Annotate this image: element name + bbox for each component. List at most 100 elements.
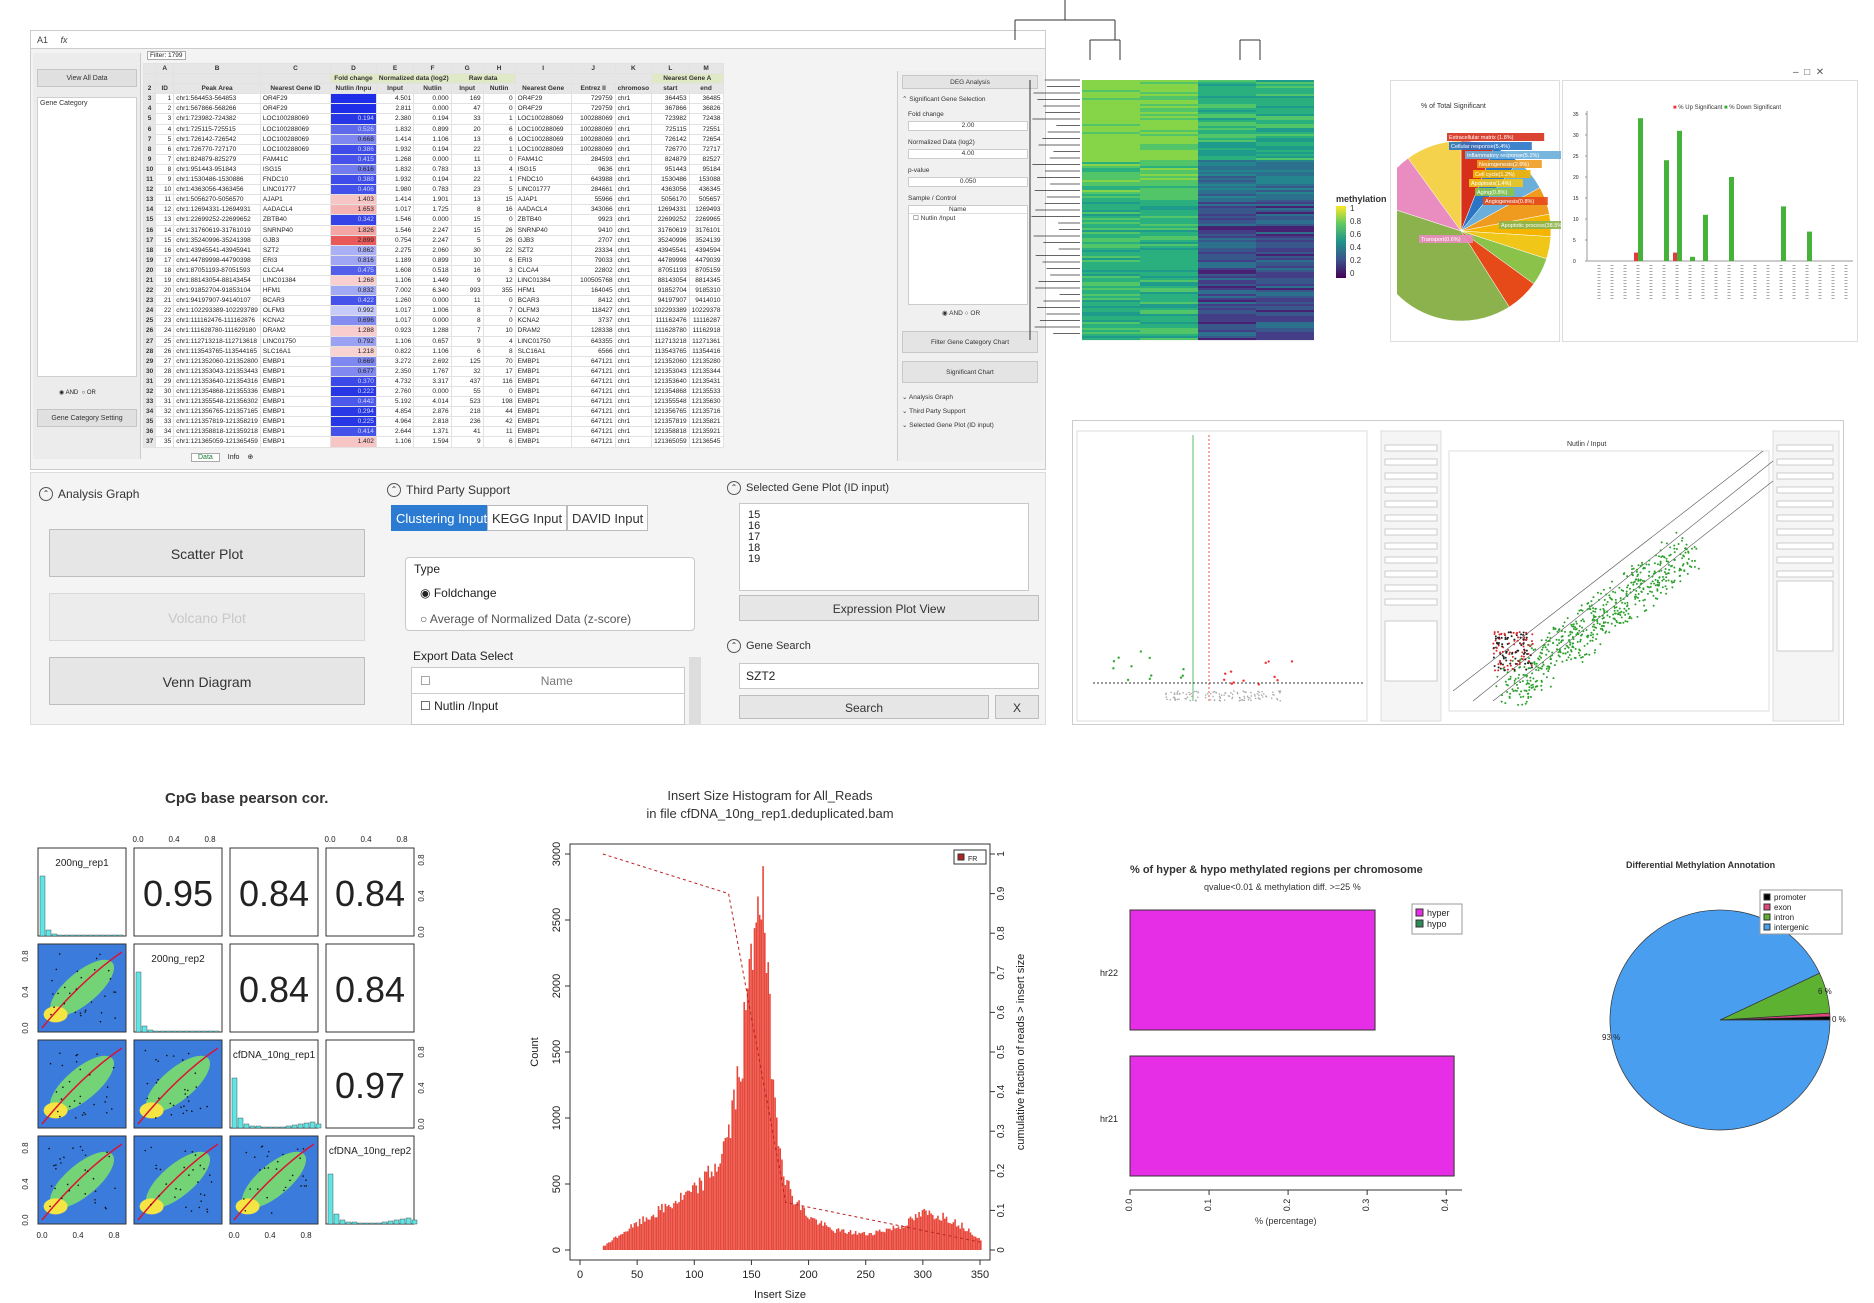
table-cell[interactable]: chr1 <box>614 234 653 246</box>
table-cell[interactable]: SZT2 <box>514 244 572 256</box>
table-cell[interactable]: 729759 <box>570 103 616 115</box>
table-cell[interactable]: 0.415 <box>329 153 377 165</box>
table-cell[interactable]: ERI3 <box>259 254 331 266</box>
table-cell[interactable]: LOC100288069 <box>514 123 572 135</box>
table-cell[interactable]: 24 <box>155 325 175 337</box>
table-cell[interactable]: chr1 <box>614 365 653 377</box>
table-cell[interactable]: 22802 <box>570 264 616 276</box>
table-cell[interactable]: 0.992 <box>329 305 377 317</box>
table-cell[interactable]: 10 <box>482 325 516 337</box>
column-header[interactable]: Peak Area <box>173 83 261 95</box>
table-cell[interactable]: 1.017 <box>375 204 415 216</box>
formula-bar[interactable]: A1 fx <box>31 31 1045 49</box>
table-cell[interactable]: 647121 <box>570 436 616 448</box>
table-cell[interactable]: 6566 <box>570 345 616 357</box>
table-row[interactable]: 22 20 chr1:91852704-91853104 HFM1 0.832 7.002… <box>142 285 724 297</box>
gene-search-input[interactable]: SZT2 <box>739 663 1039 689</box>
table-cell[interactable]: 437 <box>450 375 484 388</box>
table-cell[interactable]: ZBTB40 <box>514 214 572 226</box>
table-cell[interactable]: 26 <box>155 345 175 357</box>
table-cell[interactable]: 72438 <box>688 113 724 125</box>
gene-id-input[interactable]: 15 16 17 18 19 <box>739 503 1029 591</box>
table-cell[interactable]: 2.899 <box>329 234 377 246</box>
table-cell[interactable]: chr1 <box>614 416 653 428</box>
table-row[interactable]: 18 16 chr1:43945541-43945941 SZT2 0.862 2.275… <box>142 244 724 256</box>
expression-plot-button[interactable]: Expression Plot View <box>739 595 1039 621</box>
table-cell[interactable]: 0.370 <box>329 375 377 388</box>
table-cell[interactable]: 15 <box>482 194 516 206</box>
table-cell[interactable]: 20 <box>155 285 175 297</box>
table-cell[interactable]: 726142 <box>651 133 690 145</box>
table-cell[interactable]: ZBTB40 <box>259 214 331 226</box>
export-list[interactable]: ☐ Name ☐ Nutlin /Input <box>411 667 685 725</box>
table-cell[interactable]: 8 <box>450 315 484 327</box>
table-cell[interactable]: chr1:22699252-22699652 <box>173 214 261 226</box>
table-cell[interactable]: 0.475 <box>329 264 377 276</box>
table-cell[interactable]: 0.422 <box>329 295 377 307</box>
table-cell[interactable]: chr1 <box>614 406 653 418</box>
table-cell[interactable]: FNDC10 <box>514 174 572 186</box>
table-cell[interactable]: 2.275 <box>375 244 415 256</box>
table-cell[interactable]: 55966 <box>570 194 616 206</box>
table-cell[interactable]: 121357819 <box>651 416 690 428</box>
table-row[interactable]: 5 3 chr1:723982-724382 LOC100288069 0.194 2.3… <box>142 113 724 125</box>
column-letter[interactable]: F <box>413 62 452 75</box>
table-cell[interactable]: chr1:951443-951843 <box>173 163 261 176</box>
table-cell[interactable]: 87051193 <box>651 264 690 276</box>
table-cell[interactable]: chr1 <box>614 103 653 115</box>
table-cell[interactable]: 9185310 <box>688 285 724 297</box>
table-cell[interactable]: 13 <box>450 163 484 176</box>
table-cell[interactable]: chr1 <box>614 385 653 398</box>
table-cell[interactable]: 128338 <box>570 325 616 337</box>
table-cell[interactable]: 0.406 <box>329 184 377 196</box>
table-cell[interactable]: chr1:43945541-43945941 <box>173 244 261 256</box>
third-party-header[interactable]: ⌃ Third Party Support <box>387 483 510 497</box>
table-cell[interactable]: 12694331 <box>651 204 690 216</box>
table-cell[interactable]: 647121 <box>570 406 616 418</box>
table-cell[interactable]: 29 <box>155 375 175 388</box>
table-cell[interactable]: 116 <box>482 375 516 388</box>
gene-category-setting-button[interactable]: Gene Category Setting <box>37 409 137 427</box>
table-cell[interactable]: 121353043 <box>651 365 690 377</box>
table-cell[interactable]: 9 <box>450 274 484 287</box>
table-cell[interactable]: 1.826 <box>329 224 377 236</box>
table-cell[interactable]: chr1 <box>614 355 653 367</box>
table-cell[interactable]: 14 <box>155 224 175 236</box>
table-cell[interactable]: 19 <box>155 274 175 287</box>
table-cell[interactable]: 1.017 <box>375 315 415 327</box>
table-cell[interactable]: chr1:121352060-121352800 <box>173 355 261 367</box>
table-cell[interactable]: chr1 <box>614 285 653 297</box>
table-cell[interactable]: 1.402 <box>329 436 377 448</box>
table-cell[interactable]: 33 <box>450 113 484 125</box>
table-cell[interactable]: chr1 <box>614 295 653 307</box>
sheet-tab-data[interactable]: Data <box>191 453 220 462</box>
table-cell[interactable]: chr1:87051193-87051593 <box>173 264 261 276</box>
table-cell[interactable]: 95184 <box>688 163 724 176</box>
table-cell[interactable]: 30 <box>450 244 484 256</box>
table-cell[interactable]: 88143054 <box>651 274 690 287</box>
table-cell[interactable]: 12 <box>482 274 516 287</box>
table-cell[interactable]: 23 <box>450 184 484 196</box>
table-row[interactable]: 4 2 chr1:567866-568266 OR4F29 2.811 0.000 47 0 O… <box>142 103 724 115</box>
table-cell[interactable]: 725115 <box>651 123 690 135</box>
table-cell[interactable]: chr1:121356765-121357165 <box>173 406 261 418</box>
table-cell[interactable]: 35 <box>155 436 175 448</box>
table-cell[interactable]: 33 <box>155 416 175 428</box>
table-cell[interactable]: 0.616 <box>329 163 377 176</box>
table-cell[interactable]: 12135431 <box>688 375 724 388</box>
table-cell[interactable]: CLCA4 <box>514 264 572 276</box>
table-cell[interactable]: 2.060 <box>413 244 452 256</box>
table-cell[interactable]: 8412 <box>570 295 616 307</box>
analysis-graph-header[interactable]: ⌃ Analysis Graph <box>39 487 139 501</box>
table-row[interactable]: 16 14 chr1:31760619-31761019 SNRNP40 1.826 1.… <box>142 224 724 236</box>
table-cell[interactable]: 523 <box>450 396 484 408</box>
column-header[interactable]: ID <box>155 83 175 95</box>
table-row[interactable]: 30 28 chr1:121353043-121353443 EMBP1 0.677 2.… <box>142 365 724 377</box>
table-cell[interactable]: 0.526 <box>329 123 377 135</box>
table-cell[interactable]: chr1 <box>614 113 653 125</box>
table-cell[interactable]: 0.194 <box>329 113 377 125</box>
table-cell[interactable]: chr1 <box>614 93 653 105</box>
table-cell[interactable]: chr1 <box>614 153 653 165</box>
table-cell[interactable]: 0.816 <box>329 254 377 266</box>
table-cell[interactable]: 169 <box>450 93 484 105</box>
